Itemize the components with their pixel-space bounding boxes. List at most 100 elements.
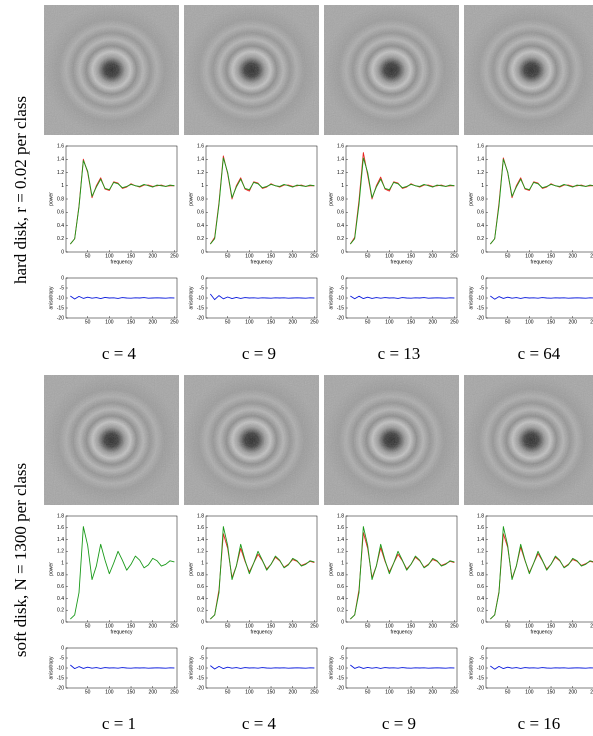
y-tick-label: -10 (57, 295, 64, 301)
x-tick-label: 150 (267, 689, 276, 695)
image-noise (324, 375, 459, 505)
row-label: hard disk, r = 0.02 per class (11, 96, 30, 284)
y-tick-label: 1 (61, 183, 64, 189)
x-tick-label: 50 (505, 319, 511, 325)
x-tick-label: 150 (547, 253, 556, 259)
y-tick-label: 0.6 (57, 210, 64, 216)
y-tick-label: 0.8 (57, 196, 64, 202)
x-tick-label: 150 (127, 623, 136, 629)
y-tick-label: -15 (337, 305, 344, 311)
y-tick-label: 0.2 (477, 236, 484, 242)
y-tick-label: 0 (341, 249, 344, 255)
y-tick-label: -5 (340, 655, 345, 661)
image-noise (184, 375, 319, 505)
x-tick-label: 250 (170, 623, 179, 629)
y-tick-label: 1.6 (57, 143, 64, 149)
y-tick-label: -20 (477, 685, 484, 691)
data-line (489, 157, 593, 245)
y-axis-label: power (468, 562, 474, 576)
x-tick-label: 200 (149, 623, 158, 629)
y-tick-label: 1.4 (57, 537, 64, 543)
x-axis-label: frequency (111, 259, 133, 265)
data-line (210, 526, 315, 620)
y-axis-label: anisotropy (188, 656, 194, 680)
x-tick-label: 200 (569, 253, 578, 259)
data-line (490, 665, 593, 670)
x-tick-label: 200 (429, 689, 438, 695)
x-tick-label: 100 (245, 689, 254, 695)
y-tick-label: 0.2 (57, 608, 64, 614)
y-axis-label: anisotropy (328, 286, 334, 310)
x-tick-label: 50 (365, 319, 371, 325)
x-tick-label: 200 (149, 253, 158, 259)
y-tick-label: -5 (480, 655, 485, 661)
y-tick-label: 1 (201, 560, 204, 566)
y-tick-label: -5 (200, 285, 205, 291)
panel-caption: c = 64 (518, 344, 561, 363)
data-line (350, 664, 455, 669)
x-tick-label: 100 (105, 623, 114, 629)
y-tick-label: 0.6 (477, 584, 484, 590)
y-tick-label: 0.6 (337, 584, 344, 590)
panel-caption: c = 9 (242, 344, 276, 363)
x-tick-label: 250 (450, 623, 459, 629)
panel-caption: c = 4 (102, 344, 137, 363)
x-tick-label: 150 (407, 623, 416, 629)
x-tick-label: 250 (450, 319, 459, 325)
x-axis-label: frequency (531, 259, 553, 265)
x-tick-label: 100 (245, 253, 254, 259)
y-tick-label: 1.6 (477, 143, 484, 149)
plot-frame (485, 515, 593, 623)
y-tick-label: -15 (57, 675, 64, 681)
y-tick-label: 0 (201, 645, 204, 651)
y-tick-label: -15 (477, 675, 484, 681)
x-tick-label: 100 (525, 253, 534, 259)
x-tick-label: 100 (385, 623, 394, 629)
y-tick-label: 0 (341, 645, 344, 651)
y-tick-label: -15 (337, 675, 344, 681)
y-axis-label: power (188, 562, 194, 576)
y-tick-label: 0.2 (197, 608, 204, 614)
x-tick-label: 100 (245, 623, 254, 629)
x-tick-label: 100 (105, 319, 114, 325)
y-tick-label: 1.8 (57, 513, 64, 519)
x-tick-label: 50 (505, 623, 511, 629)
plot-frame (485, 145, 593, 253)
x-tick-label: 250 (170, 689, 179, 695)
y-tick-label: 0.8 (57, 572, 64, 578)
y-axis-label: anisotropy (48, 286, 54, 310)
x-axis-label: frequency (391, 629, 413, 635)
y-tick-label: 1 (61, 560, 64, 566)
y-tick-label: 0.4 (197, 223, 204, 229)
x-tick-label: 50 (85, 623, 91, 629)
y-tick-label: 1.6 (477, 525, 484, 531)
data-line (69, 158, 175, 245)
y-tick-label: 0 (201, 275, 204, 281)
x-axis-label: frequency (251, 629, 273, 635)
y-tick-label: -15 (477, 305, 484, 311)
x-tick-label: 250 (590, 253, 593, 259)
x-tick-label: 200 (289, 319, 298, 325)
y-tick-label: -10 (477, 295, 484, 301)
y-tick-label: 1.8 (477, 513, 484, 519)
x-tick-label: 150 (267, 253, 276, 259)
y-tick-label: 0.4 (337, 223, 344, 229)
x-tick-label: 150 (127, 253, 136, 259)
y-tick-label: 0.8 (477, 196, 484, 202)
y-tick-label: -5 (60, 655, 65, 661)
y-tick-label: 1.4 (337, 157, 344, 163)
data-line (70, 295, 175, 300)
x-tick-label: 200 (429, 253, 438, 259)
x-tick-label: 250 (450, 253, 459, 259)
y-tick-label: 1.4 (197, 157, 204, 163)
y-tick-label: 1 (481, 560, 484, 566)
y-tick-label: 0.6 (57, 584, 64, 590)
y-tick-label: 0 (61, 275, 64, 281)
y-tick-label: 1.2 (57, 170, 64, 176)
y-tick-label: -5 (340, 285, 345, 291)
y-axis-label: anisotropy (328, 656, 334, 680)
panel-caption: c = 16 (518, 714, 561, 733)
y-tick-label: -15 (197, 675, 204, 681)
y-axis-label: anisotropy (468, 286, 474, 310)
y-tick-label: -10 (337, 295, 344, 301)
